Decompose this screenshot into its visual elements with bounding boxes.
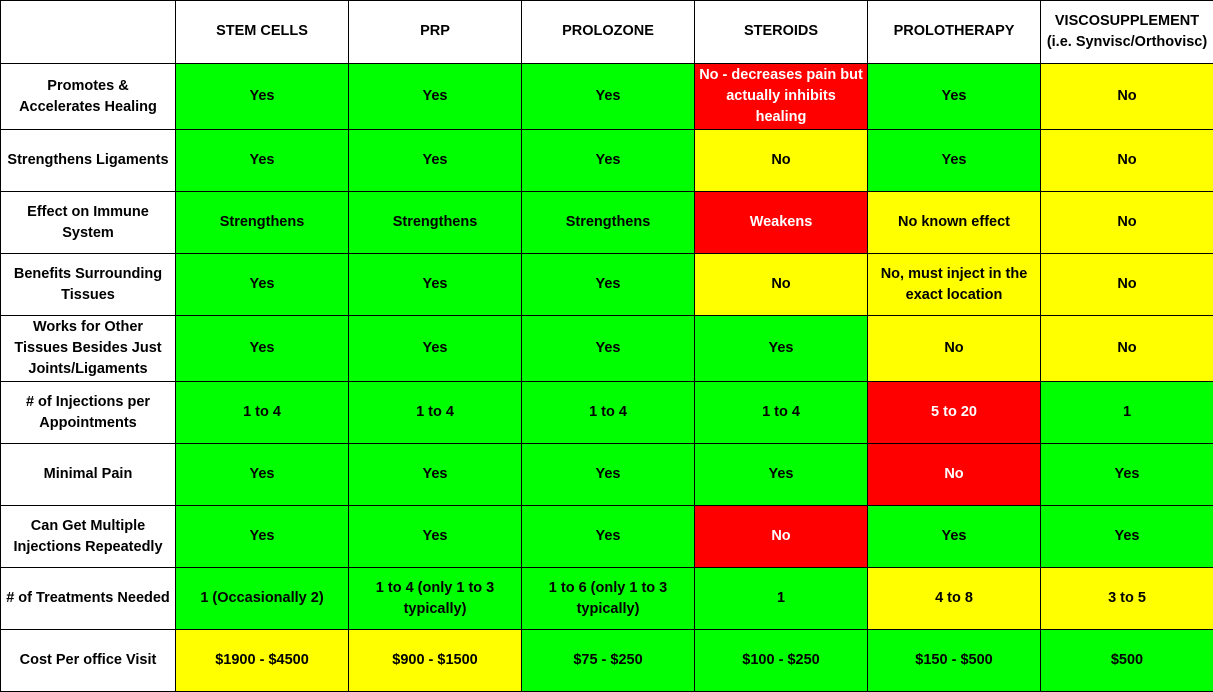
column-header-prp: PRP [349,1,522,64]
table-cell: Yes [176,316,349,382]
table-cell: Strengthens [522,192,695,254]
column-header-prolotherapy: PROLOTHERAPY [868,1,1041,64]
header-row: STEM CELLS PRP PROLOZONE STEROIDS PROLOT… [1,1,1213,64]
row-label: # of Injections per Appointments [1,382,176,444]
row-label: Works for Other Tissues Besides Just Joi… [1,316,176,382]
table-cell: No [695,130,868,192]
table-row: Works for Other Tissues Besides Just Joi… [1,316,1213,382]
table-cell: Yes [695,316,868,382]
row-label: Cost Per office Visit [1,630,176,692]
table-cell: Yes [176,254,349,316]
table-cell: Yes [868,506,1041,568]
table-cell: $150 - $500 [868,630,1041,692]
column-header-line: PRP [353,21,517,42]
column-header-subline: (i.e. Synvisc/Orthovisc) [1045,32,1209,53]
table-cell: Yes [522,64,695,130]
table-cell: No [868,444,1041,506]
column-header-line: STEM CELLS [180,21,344,42]
table-cell: Yes [349,130,522,192]
table-row: Cost Per office Visit$1900 - $4500$900 -… [1,630,1213,692]
table-cell: Yes [1041,506,1213,568]
table-cell: 3 to 5 [1041,568,1213,630]
table-cell: No [1041,316,1213,382]
table-cell: 1 to 4 (only 1 to 3 typically) [349,568,522,630]
table-cell: 1 (Occasionally 2) [176,568,349,630]
table-cell: No [1041,130,1213,192]
table-cell: Yes [349,316,522,382]
table-cell: No [1041,192,1213,254]
row-label: Minimal Pain [1,444,176,506]
table-cell: Yes [349,64,522,130]
table-cell: Weakens [695,192,868,254]
column-header-prolozone: PROLOZONE [522,1,695,64]
table-cell: $500 [1041,630,1213,692]
table-cell: Yes [349,254,522,316]
table-cell: 1 to 4 [176,382,349,444]
table-cell: Strengthens [176,192,349,254]
corner-cell [1,1,176,64]
table-cell: No [868,316,1041,382]
table-cell: No [1041,64,1213,130]
table-cell: 4 to 8 [868,568,1041,630]
table-cell: Yes [176,444,349,506]
column-header-viscosupplement: VISCOSUPPLEMENT(i.e. Synvisc/Orthovisc) [1041,1,1213,64]
row-label: Strengthens Ligaments [1,130,176,192]
column-header-stem-cells: STEM CELLS [176,1,349,64]
table-cell: Yes [349,506,522,568]
column-header-line: STEROIDS [699,21,863,42]
table-cell: Yes [522,316,695,382]
column-header-line: PROLOTHERAPY [872,21,1036,42]
table-cell: Yes [176,506,349,568]
table-cell: Yes [1041,444,1213,506]
table-cell: No [695,506,868,568]
table-cell: Yes [868,130,1041,192]
table-cell: Yes [522,444,695,506]
table-cell: $900 - $1500 [349,630,522,692]
table-cell: Strengthens [349,192,522,254]
table-cell: $75 - $250 [522,630,695,692]
row-label: Benefits Surrounding Tissues [1,254,176,316]
column-header-line: VISCOSUPPLEMENT [1045,11,1209,32]
row-label: # of Treatments Needed [1,568,176,630]
table-cell: $100 - $250 [695,630,868,692]
table-cell: Yes [522,254,695,316]
table-cell: Yes [176,64,349,130]
table-cell: 1 [1041,382,1213,444]
table-cell: 1 to 6 (only 1 to 3 typically) [522,568,695,630]
table-cell: 5 to 20 [868,382,1041,444]
table-cell: 1 [695,568,868,630]
row-label: Effect on Immune System [1,192,176,254]
table-cell: 1 to 4 [695,382,868,444]
row-label: Can Get Multiple Injections Repeatedly [1,506,176,568]
table-cell: No known effect [868,192,1041,254]
column-header-steroids: STEROIDS [695,1,868,64]
table-cell: No [1041,254,1213,316]
table-cell: 1 to 4 [522,382,695,444]
table-cell: Yes [868,64,1041,130]
table-cell: Yes [695,444,868,506]
table-cell: Yes [522,506,695,568]
table-cell: No, must inject in the exact location [868,254,1041,316]
table-cell: No - decreases pain but actually inhibit… [695,64,868,130]
table-cell: 1 to 4 [349,382,522,444]
row-label: Promotes & Accelerates Healing [1,64,176,130]
table-cell: No [695,254,868,316]
table-cell: $1900 - $4500 [176,630,349,692]
table-cell: Yes [349,444,522,506]
table-cell: Yes [176,130,349,192]
table-cell: Yes [522,130,695,192]
column-header-line: PROLOZONE [526,21,690,42]
